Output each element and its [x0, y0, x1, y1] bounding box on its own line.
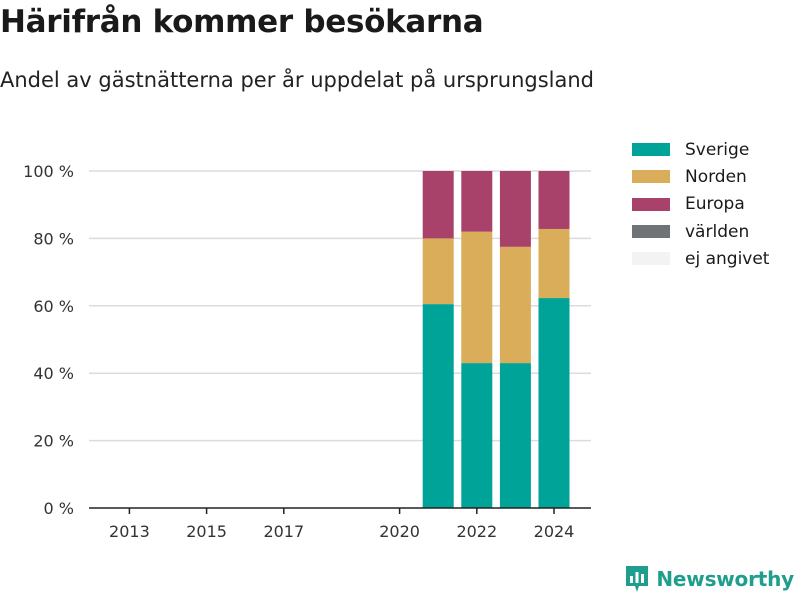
bar-segment-norden-2024	[538, 228, 570, 299]
y-tick-label: 40 %	[33, 364, 74, 383]
bar-segment-sverige-2022	[461, 363, 493, 508]
bar-segment-europa-2021	[422, 171, 454, 239]
legend-swatch	[632, 143, 670, 157]
legend-label: världen	[685, 221, 750, 242]
y-tick-label: 100 %	[23, 162, 74, 181]
legend-swatch	[632, 197, 670, 211]
legend-label: ej angivet	[685, 248, 770, 269]
legend-label: Norden	[685, 166, 747, 187]
legend-swatch	[632, 252, 670, 266]
legend-item-varlden: världen	[632, 218, 769, 245]
legend: Sverige Norden Europa världen ej angivet	[632, 136, 769, 272]
newsworthy-logo-icon	[626, 566, 649, 592]
chart-title: Härifrån kommer besökarna	[0, 4, 484, 40]
legend-swatch	[632, 225, 670, 239]
brand-name: Newsworthy	[656, 567, 794, 591]
x-tick-label: 2020	[379, 522, 420, 541]
x-tick-label: 2017	[263, 522, 304, 541]
y-tick-label: 60 %	[33, 297, 74, 316]
x-tick-label: 2013	[109, 522, 150, 541]
y-tick-label: 80 %	[33, 229, 74, 248]
x-tick-label: 2022	[456, 522, 497, 541]
legend-item-ej-angivet: ej angivet	[632, 245, 769, 272]
chart-subtitle: Andel av gästnätterna per år uppdelat på…	[0, 68, 594, 92]
legend-item-norden: Norden	[632, 163, 769, 190]
legend-item-europa: Europa	[632, 191, 769, 218]
x-tick-label: 2024	[534, 522, 575, 541]
y-tick-label: 20 %	[33, 432, 74, 451]
bar-segment-sverige-2024	[538, 298, 570, 508]
bar-segment-sverige-2021	[422, 304, 454, 508]
bar-segment-europa-2022	[461, 171, 493, 232]
bar-segment-europa-2023	[499, 171, 531, 247]
x-tick-label: 2015	[186, 522, 227, 541]
legend-swatch	[632, 170, 670, 184]
brand-logo: Newsworthy	[624, 564, 794, 594]
y-tick-label: 0 %	[44, 499, 74, 518]
bar-segment-norden-2021	[422, 238, 454, 305]
bars	[422, 171, 570, 508]
bar-segment-europa-2024	[538, 171, 570, 229]
legend-label: Europa	[685, 194, 745, 215]
legend-item-sverige: Sverige	[632, 136, 769, 163]
bar-segment-norden-2022	[461, 231, 493, 364]
legend-label: Sverige	[685, 139, 750, 160]
bar-segment-norden-2023	[499, 246, 531, 364]
bar-segment-sverige-2023	[499, 363, 531, 508]
axes: 0 % 20 % 40 % 60 % 80 % 100 % 2013 2015 2017 2020…	[23, 162, 591, 541]
